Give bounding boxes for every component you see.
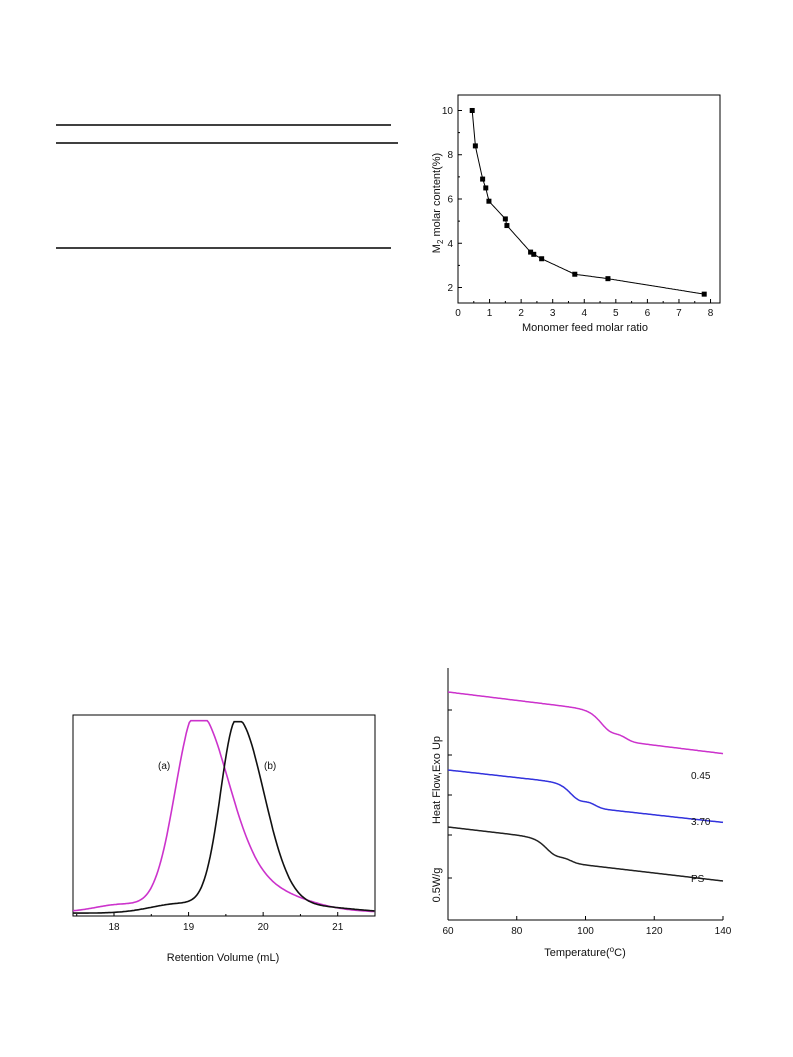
y-tick-label: 8 (447, 150, 453, 161)
x-tick-label: 80 (511, 926, 523, 937)
dsc-label-ps: PS (691, 874, 705, 885)
composition-x-axis-label: Monomer feed molar ratio (522, 322, 648, 334)
x-tick-label: 5 (613, 308, 619, 319)
data-point (472, 143, 478, 149)
x-tick-label: 8 (708, 308, 714, 319)
composition-chart: 0 1 2 3 4 5 6 7 8 2 4 6 8 10 Monomer feed molar ratio… (431, 94, 721, 334)
x-tick-label: 19 (183, 922, 195, 933)
dsc-line-370 (447, 769, 724, 824)
gpc-chart: 18 19 20 21 (a) (b) Retention Volume (mL) (72, 714, 376, 964)
y-tick-label: 6 (447, 195, 453, 206)
data-point (605, 276, 611, 282)
dsc-chart: 60 80 100 120 140 0.45 3.70 PS Heat Flow,Exo… (431, 668, 732, 959)
data-point (531, 251, 537, 257)
dsc-x-axis-label: Temperature(oC) (544, 945, 625, 959)
composition-chart-axes: 0 1 2 3 4 5 6 7 8 2 4 6 8 10 (442, 94, 721, 319)
gpc-line-a (72, 719, 375, 913)
x-tick-label: 3 (550, 308, 556, 319)
x-tick-label: 100 (577, 926, 594, 937)
x-tick-label: 20 (258, 922, 270, 933)
data-point (486, 198, 492, 204)
composition-fit-curve (471, 110, 705, 295)
dsc-label-370: 3.70 (691, 817, 711, 828)
data-point (701, 291, 707, 297)
data-point (504, 223, 510, 229)
gpc-line-b (73, 720, 375, 914)
x-tick-label: 2 (518, 308, 524, 319)
dsc-y-axis-label: Heat Flow,Exo Up (431, 736, 443, 824)
y-tick-label: 4 (447, 239, 453, 250)
x-tick-label: 6 (645, 308, 651, 319)
table-rules (56, 124, 398, 249)
data-point (502, 216, 508, 222)
data-point (572, 271, 578, 277)
data-point (528, 249, 534, 255)
dsc-scale-label: 0.5W/g (431, 868, 443, 903)
x-tick-label: 60 (442, 926, 454, 937)
composition-points (469, 107, 707, 297)
data-point (539, 256, 545, 262)
x-tick-label: 140 (715, 926, 732, 937)
dsc-label-045: 0.45 (691, 771, 711, 782)
composition-plot-frame (457, 94, 721, 304)
gpc-series-label-a: (a) (158, 761, 170, 772)
x-tick-label: 1 (487, 308, 493, 319)
composition-fit-line (471, 110, 705, 295)
gpc-x-axis-label: Retention Volume (mL) (167, 952, 280, 964)
gpc-series-label-b: (b) (264, 761, 276, 772)
composition-y-axis-label: M2 molar content(%) (431, 153, 445, 253)
x-tick-label: 21 (332, 922, 344, 933)
gpc-chart-axes: 18 19 20 21 (72, 714, 376, 933)
x-tick-label: 120 (646, 926, 663, 937)
x-tick-label: 0 (455, 308, 461, 319)
data-point (483, 185, 489, 191)
x-tick-label: 18 (108, 922, 120, 933)
gpc-traces (72, 719, 375, 914)
data-point (469, 107, 475, 113)
data-point (480, 176, 486, 182)
dsc-line-045 (447, 691, 724, 755)
dsc-curves (447, 691, 724, 882)
y-tick-label: 2 (447, 283, 453, 294)
x-tick-label: 7 (676, 308, 682, 319)
y-tick-label: 10 (442, 106, 454, 117)
dsc-chart-axes: 60 80 100 120 140 (442, 668, 732, 937)
x-tick-label: 4 (581, 308, 587, 319)
dsc-line-ps (447, 826, 724, 882)
gpc-plot-frame (72, 714, 376, 917)
